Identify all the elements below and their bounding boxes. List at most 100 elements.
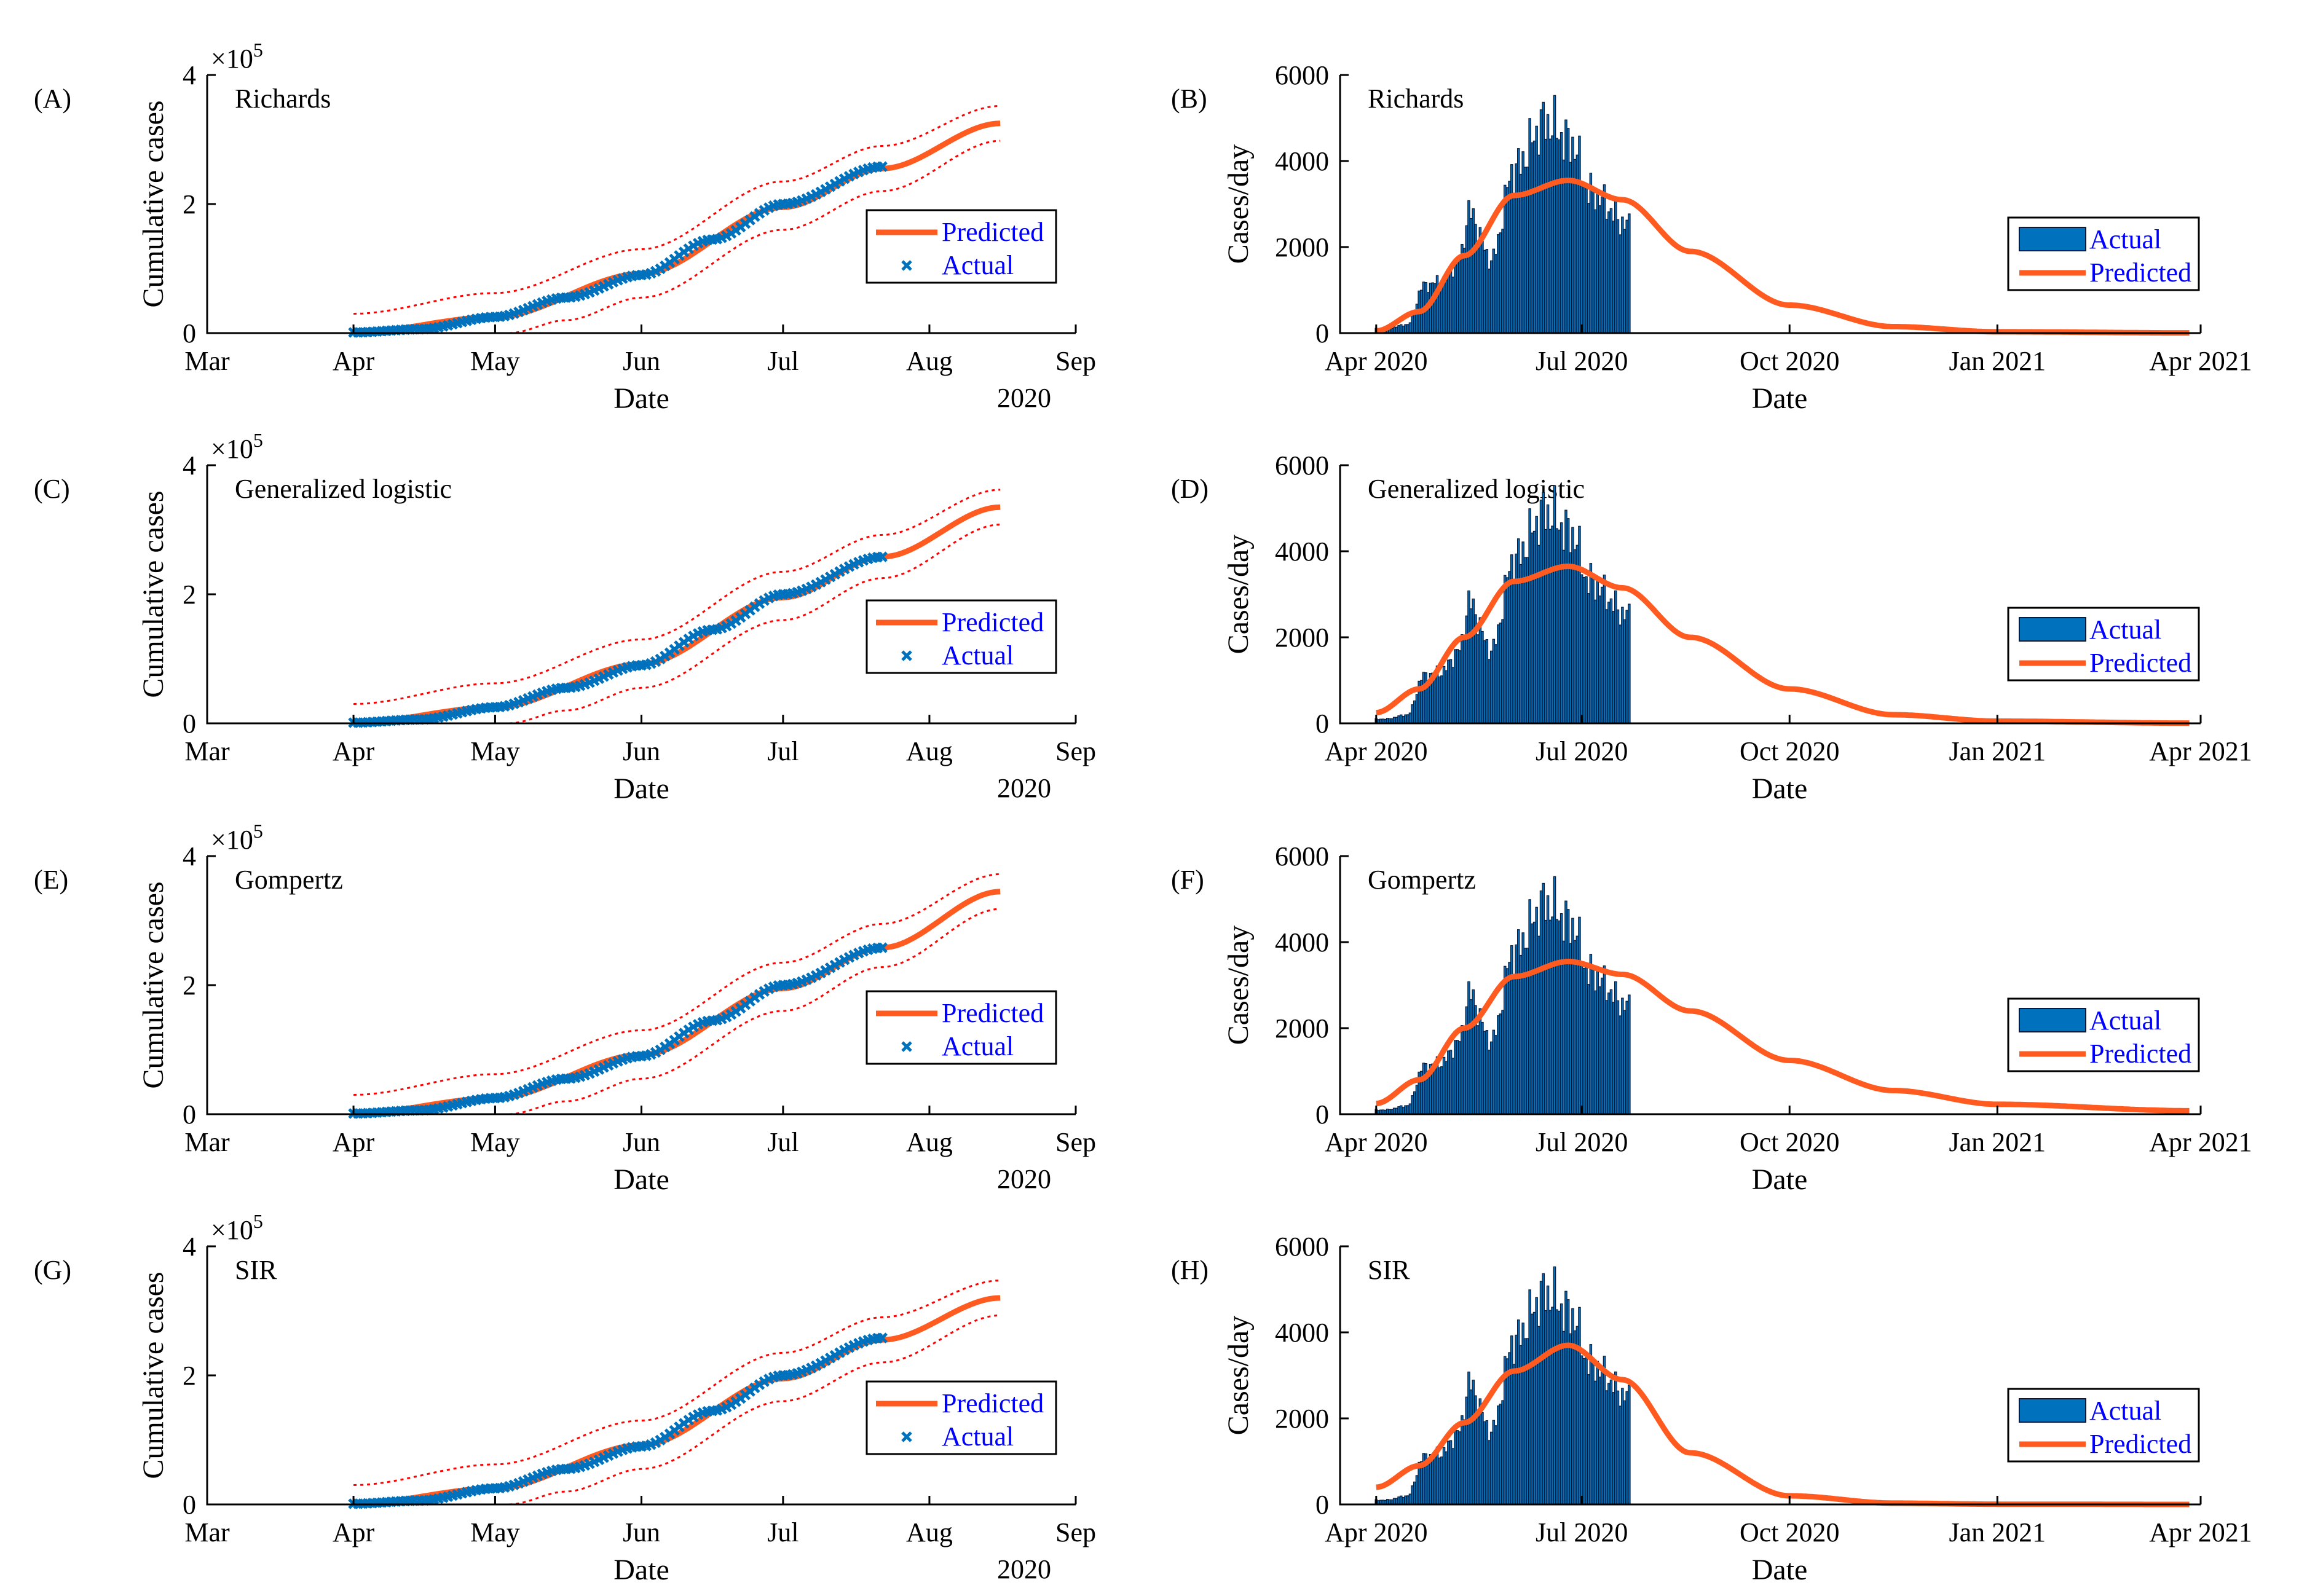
- panel-label: (G): [34, 1255, 71, 1285]
- x-tick-label: Jul: [767, 736, 799, 766]
- y-tick-label: 2: [183, 189, 196, 219]
- actual-bar: [1532, 921, 1536, 1115]
- y-tick-label: 4: [183, 450, 196, 481]
- actual-bar: [1582, 576, 1586, 724]
- actual-bar: [1553, 876, 1556, 1115]
- actual-bar: [1445, 1451, 1448, 1505]
- actual-bar: [1553, 1266, 1556, 1505]
- actual-bar: [1628, 213, 1631, 334]
- panel-title: Gompertz: [1368, 865, 1476, 895]
- actual-bar: [1591, 186, 1595, 334]
- predicted-line: [1376, 177, 2190, 336]
- actual-bar: [1535, 516, 1538, 724]
- actual-bar: [1427, 682, 1430, 724]
- x-tick-label: May: [470, 1517, 520, 1547]
- actual-bar: [1544, 138, 1547, 334]
- x-tick-label: Jul: [767, 346, 799, 376]
- legend-actual-label: Actual: [942, 1031, 1014, 1061]
- actual-bar: [1408, 712, 1412, 724]
- actual-bar: [1456, 649, 1459, 724]
- actual-bar: [1501, 1400, 1504, 1505]
- actual-bar: [1517, 148, 1520, 334]
- x-tick-label: May: [470, 1127, 520, 1157]
- actual-bar: [1478, 1008, 1482, 1115]
- actual-bar: [1483, 1031, 1486, 1115]
- actual-bar: [1601, 977, 1604, 1115]
- actual-bar: [1528, 118, 1531, 334]
- actual-bar: [1472, 208, 1475, 334]
- actual-bar: [1607, 1383, 1611, 1505]
- x-tick-label: Apr 2020: [1325, 346, 1427, 376]
- actual-bar: [1438, 1457, 1441, 1505]
- actual-bar: [1551, 916, 1554, 1115]
- x-tick-label: Jul 2020: [1536, 346, 1628, 376]
- x-tick-label: Aug: [906, 346, 953, 376]
- x-axis-label: Date: [1752, 1554, 1808, 1586]
- actual-bar: [1553, 95, 1556, 334]
- y-tick-label: 4: [183, 60, 196, 90]
- actual-bar: [1578, 135, 1581, 334]
- actual-bar: [1415, 694, 1419, 724]
- upper-bound-line: [353, 489, 1001, 705]
- actual-bar: [1488, 269, 1491, 334]
- actual-bar: [1546, 895, 1550, 1115]
- actual-bar: [1569, 1333, 1572, 1505]
- x-axis-label: Date: [613, 382, 669, 415]
- y-tick-label: 0: [183, 1099, 196, 1130]
- y-axis-label: Cumulative cases: [137, 490, 170, 698]
- actual-bar: [1447, 659, 1450, 724]
- actual-bar: [1402, 1106, 1405, 1115]
- actual-bar: [1531, 923, 1534, 1115]
- actual-bar: [1580, 1355, 1583, 1505]
- actual-bar: [1481, 631, 1484, 724]
- actual-bar: [1585, 576, 1588, 724]
- panel-label: (D): [1171, 474, 1209, 504]
- actual-bar: [1578, 916, 1581, 1115]
- actual-bar: [1465, 615, 1469, 724]
- actual-bar: [1402, 1496, 1405, 1505]
- actual-bar: [1447, 269, 1450, 334]
- actual-bar: [1532, 140, 1536, 334]
- actual-bar: [1499, 232, 1502, 334]
- actual-bar: [1546, 1285, 1550, 1505]
- actual-bar: [1564, 900, 1568, 1115]
- x-tick-label: Apr: [333, 1517, 375, 1547]
- actual-bar: [1454, 259, 1457, 334]
- panel-label: (A): [34, 84, 71, 114]
- actual-bar: [1564, 119, 1568, 334]
- actual-bar: [1582, 186, 1586, 334]
- actual-bar: [1508, 571, 1511, 724]
- x-axis-label: Date: [613, 1163, 669, 1196]
- upper-bound-line: [353, 873, 1001, 1096]
- year-label: 2020: [997, 773, 1051, 803]
- y-axis-label: Cases/day: [1222, 144, 1255, 264]
- actual-bar: [1431, 282, 1434, 334]
- actual-bar: [1628, 1385, 1631, 1505]
- actual-bar: [1411, 1485, 1414, 1505]
- actual-bar: [1616, 219, 1620, 334]
- actual-bar: [1400, 1105, 1403, 1115]
- actual-bar: [1531, 1313, 1534, 1505]
- chart-panel: (H) SIR Apr 2020 Jul 2020 Oct 2020 Jan 2021 Ap…: [1171, 1232, 2252, 1586]
- actual-bar: [1494, 1425, 1497, 1505]
- actual-bar: [1510, 945, 1513, 1115]
- actual-bar: [1555, 528, 1559, 724]
- actual-bar: [1594, 990, 1597, 1115]
- x-tick-label: Sep: [1055, 736, 1096, 766]
- actual-bar: [1411, 314, 1414, 334]
- actual-bar: [1408, 1493, 1412, 1505]
- actual-bar: [1397, 1106, 1400, 1115]
- actual-bar: [1400, 324, 1403, 334]
- x-tick-label: Mar: [184, 1127, 230, 1157]
- actual-bar: [1465, 1006, 1469, 1115]
- y-tick-label: 4000: [1275, 537, 1329, 567]
- y-tick-label: 6000: [1275, 60, 1329, 90]
- actual-bar: [1585, 186, 1588, 334]
- actual-bar: [1535, 125, 1538, 334]
- actual-bar: [1585, 1357, 1588, 1505]
- y-axis-label: Cumulative cases: [137, 881, 170, 1088]
- y-multiplier: ×105: [211, 39, 263, 74]
- panel-title: Richards: [1368, 84, 1464, 114]
- y-tick-label: 6000: [1275, 450, 1329, 481]
- actual-bar: [1517, 538, 1520, 724]
